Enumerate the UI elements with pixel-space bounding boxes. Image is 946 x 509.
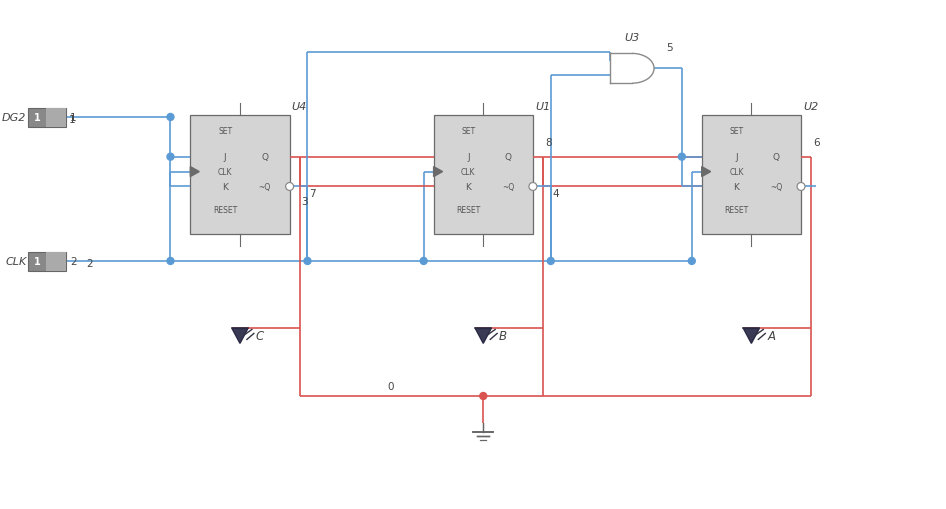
Circle shape xyxy=(167,154,174,161)
Circle shape xyxy=(797,183,805,191)
Text: U2: U2 xyxy=(803,102,818,112)
Polygon shape xyxy=(232,329,248,344)
Text: ~Q: ~Q xyxy=(258,183,271,191)
Text: 1: 1 xyxy=(69,115,76,125)
Circle shape xyxy=(167,114,174,121)
Text: 2: 2 xyxy=(70,257,77,267)
Polygon shape xyxy=(475,329,491,344)
Text: RESET: RESET xyxy=(456,206,481,214)
Text: ~Q: ~Q xyxy=(502,183,515,191)
Text: Q: Q xyxy=(504,153,512,162)
Text: K: K xyxy=(733,183,740,191)
Text: B: B xyxy=(499,329,507,342)
Text: SET: SET xyxy=(462,127,476,136)
Text: CLK: CLK xyxy=(461,168,476,177)
Text: RESET: RESET xyxy=(725,206,748,214)
Polygon shape xyxy=(433,167,443,177)
Text: DG2: DG2 xyxy=(2,113,26,123)
Text: 1: 1 xyxy=(34,113,41,123)
Text: CLK: CLK xyxy=(6,257,26,267)
Text: SET: SET xyxy=(218,127,232,136)
Circle shape xyxy=(286,183,293,191)
Text: CLK: CLK xyxy=(729,168,744,177)
Text: RESET: RESET xyxy=(213,206,237,214)
Polygon shape xyxy=(744,329,760,344)
Text: U1: U1 xyxy=(534,102,551,112)
Text: J: J xyxy=(467,153,469,162)
Bar xyxy=(702,116,801,235)
Text: 2: 2 xyxy=(86,259,93,268)
Text: 3: 3 xyxy=(302,197,308,207)
Circle shape xyxy=(529,183,537,191)
Bar xyxy=(433,116,533,235)
Text: CLK: CLK xyxy=(218,168,233,177)
Text: ~Q: ~Q xyxy=(770,183,782,191)
Text: U3: U3 xyxy=(624,34,639,43)
Circle shape xyxy=(420,258,428,265)
Text: J: J xyxy=(224,153,226,162)
Text: K: K xyxy=(465,183,471,191)
Text: K: K xyxy=(222,183,228,191)
Text: Q: Q xyxy=(261,153,269,162)
Circle shape xyxy=(480,393,487,400)
Polygon shape xyxy=(190,167,200,177)
Text: 8: 8 xyxy=(545,137,552,148)
Bar xyxy=(28,109,66,128)
Text: Q: Q xyxy=(773,153,780,162)
Text: J: J xyxy=(735,153,738,162)
Polygon shape xyxy=(702,167,710,177)
Text: U4: U4 xyxy=(291,102,307,112)
Circle shape xyxy=(689,258,695,265)
Text: SET: SET xyxy=(729,127,744,136)
Text: 4: 4 xyxy=(552,189,559,199)
Bar xyxy=(46,252,66,271)
Bar xyxy=(28,252,66,271)
Text: 1: 1 xyxy=(34,257,41,267)
Text: 6: 6 xyxy=(813,137,819,148)
Circle shape xyxy=(304,258,311,265)
Text: 0: 0 xyxy=(388,381,394,391)
Text: A: A xyxy=(767,329,776,342)
Text: 1: 1 xyxy=(70,113,77,123)
Circle shape xyxy=(167,258,174,265)
Circle shape xyxy=(678,154,685,161)
Bar xyxy=(46,109,66,128)
Text: 5: 5 xyxy=(666,43,673,53)
Circle shape xyxy=(548,258,554,265)
Text: C: C xyxy=(255,329,264,342)
Bar xyxy=(190,116,289,235)
Text: 7: 7 xyxy=(309,189,316,199)
